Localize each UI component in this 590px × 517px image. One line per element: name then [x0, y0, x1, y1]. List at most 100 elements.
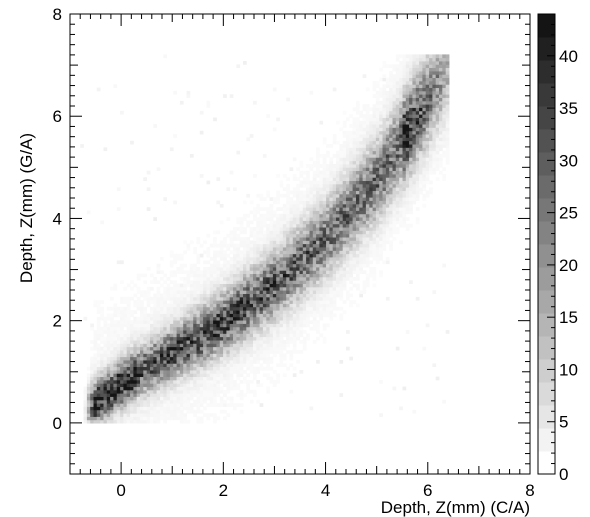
heatmap-cell — [213, 366, 217, 371]
heatmap-cell — [266, 237, 271, 241]
heatmap-cell — [173, 366, 177, 371]
heatmap-cell — [176, 399, 181, 404]
heatmap-cell — [249, 277, 254, 281]
heatmap-cell — [326, 200, 330, 205]
heatmap-cell — [342, 200, 347, 205]
heatmap-cell — [246, 193, 251, 198]
heatmap-cell — [382, 233, 387, 238]
heatmap-cell — [253, 353, 257, 358]
heatmap-cell — [189, 270, 194, 275]
heatmap-cell — [189, 386, 194, 391]
heatmap-cell — [289, 336, 294, 341]
heatmap-cell — [346, 227, 350, 231]
heatmap-cell — [375, 190, 380, 195]
heatmap-cell — [412, 94, 417, 98]
heatmap-cell — [123, 399, 128, 404]
heatmap-cell — [339, 164, 344, 168]
heatmap-cell — [196, 260, 201, 265]
heatmap-cell — [415, 117, 420, 122]
heatmap-cell — [269, 286, 274, 291]
heatmap-cell — [339, 127, 344, 132]
heatmap-cell — [279, 237, 284, 241]
heatmap-cell — [196, 280, 201, 285]
heatmap-cell — [193, 403, 197, 407]
heatmap-cell — [302, 197, 307, 201]
heatmap-cell — [266, 353, 271, 358]
heatmap-cell — [266, 277, 271, 281]
heatmap-cell — [239, 370, 244, 374]
heatmap-cell — [316, 220, 320, 225]
heatmap-cell — [375, 114, 380, 118]
heatmap-cell — [209, 316, 214, 321]
heatmap-cell — [219, 316, 224, 321]
heatmap-cell — [196, 326, 201, 331]
heatmap-cell — [219, 386, 224, 391]
heatmap-cell — [249, 333, 254, 338]
heatmap-cell — [352, 233, 357, 238]
heatmap-cell — [243, 336, 247, 341]
heatmap-cell — [146, 290, 151, 295]
heatmap-cell — [419, 167, 423, 172]
heatmap-cell — [352, 160, 357, 165]
heatmap-cell — [269, 220, 274, 225]
heatmap-cell — [103, 147, 108, 152]
heatmap-cell — [365, 210, 370, 215]
heatmap-cell — [186, 399, 191, 404]
heatmap-cell — [272, 343, 277, 348]
heatmap-cell — [229, 376, 234, 381]
heatmap-cell — [216, 253, 221, 258]
heatmap-cell — [395, 150, 400, 155]
heatmap-cell — [336, 240, 340, 245]
heatmap-cell — [189, 286, 194, 291]
heatmap-cell — [186, 403, 191, 407]
heatmap-cell — [266, 243, 271, 248]
heatmap-cell — [156, 336, 161, 341]
heatmap-cell — [316, 167, 320, 172]
heatmap-cell — [163, 340, 168, 344]
heatmap-cell — [236, 263, 241, 268]
heatmap-cell — [395, 210, 400, 215]
heatmap-cell — [415, 144, 420, 148]
heatmap-cell — [326, 170, 330, 175]
heatmap-cell — [116, 416, 121, 421]
heatmap-cell — [219, 240, 224, 245]
heatmap-cell — [402, 124, 407, 128]
heatmap-cell — [272, 87, 277, 92]
heatmap-cell — [279, 320, 284, 324]
heatmap-cell — [110, 380, 114, 384]
heatmap-cell — [246, 257, 251, 261]
heatmap-cell — [356, 253, 360, 258]
heatmap-cell — [219, 203, 224, 208]
heatmap-cell — [206, 273, 211, 278]
heatmap-cell — [213, 360, 217, 364]
heatmap-cell — [306, 223, 310, 228]
heatmap-cell — [415, 217, 420, 221]
heatmap-cell — [272, 213, 277, 218]
heatmap-cell — [253, 174, 257, 178]
heatmap-cell — [346, 164, 350, 168]
heatmap-cell — [266, 114, 271, 118]
heatmap-cell — [246, 323, 251, 328]
heatmap-cell — [173, 270, 177, 275]
heatmap-cell — [233, 346, 237, 351]
heatmap-cell — [143, 403, 148, 407]
heatmap-cell — [103, 416, 108, 421]
heatmap-cell — [146, 296, 151, 301]
heatmap-cell — [266, 223, 271, 228]
heatmap-cell — [432, 120, 437, 125]
heatmap-cell — [329, 213, 334, 218]
heatmap-cell — [286, 333, 290, 338]
heatmap-cell — [399, 67, 403, 72]
heatmap-cell — [385, 260, 390, 265]
heatmap-cell — [160, 293, 164, 298]
heatmap-cell — [279, 220, 284, 225]
heatmap-cell — [415, 190, 420, 195]
heatmap-cell — [329, 183, 334, 188]
heatmap-cell — [296, 323, 300, 328]
heatmap-cell — [133, 383, 138, 388]
heatmap-cell — [296, 326, 300, 331]
heatmap-cell — [292, 273, 297, 278]
heatmap-cell — [422, 183, 427, 188]
heatmap-cell — [169, 260, 174, 265]
heatmap-cell — [266, 263, 271, 268]
